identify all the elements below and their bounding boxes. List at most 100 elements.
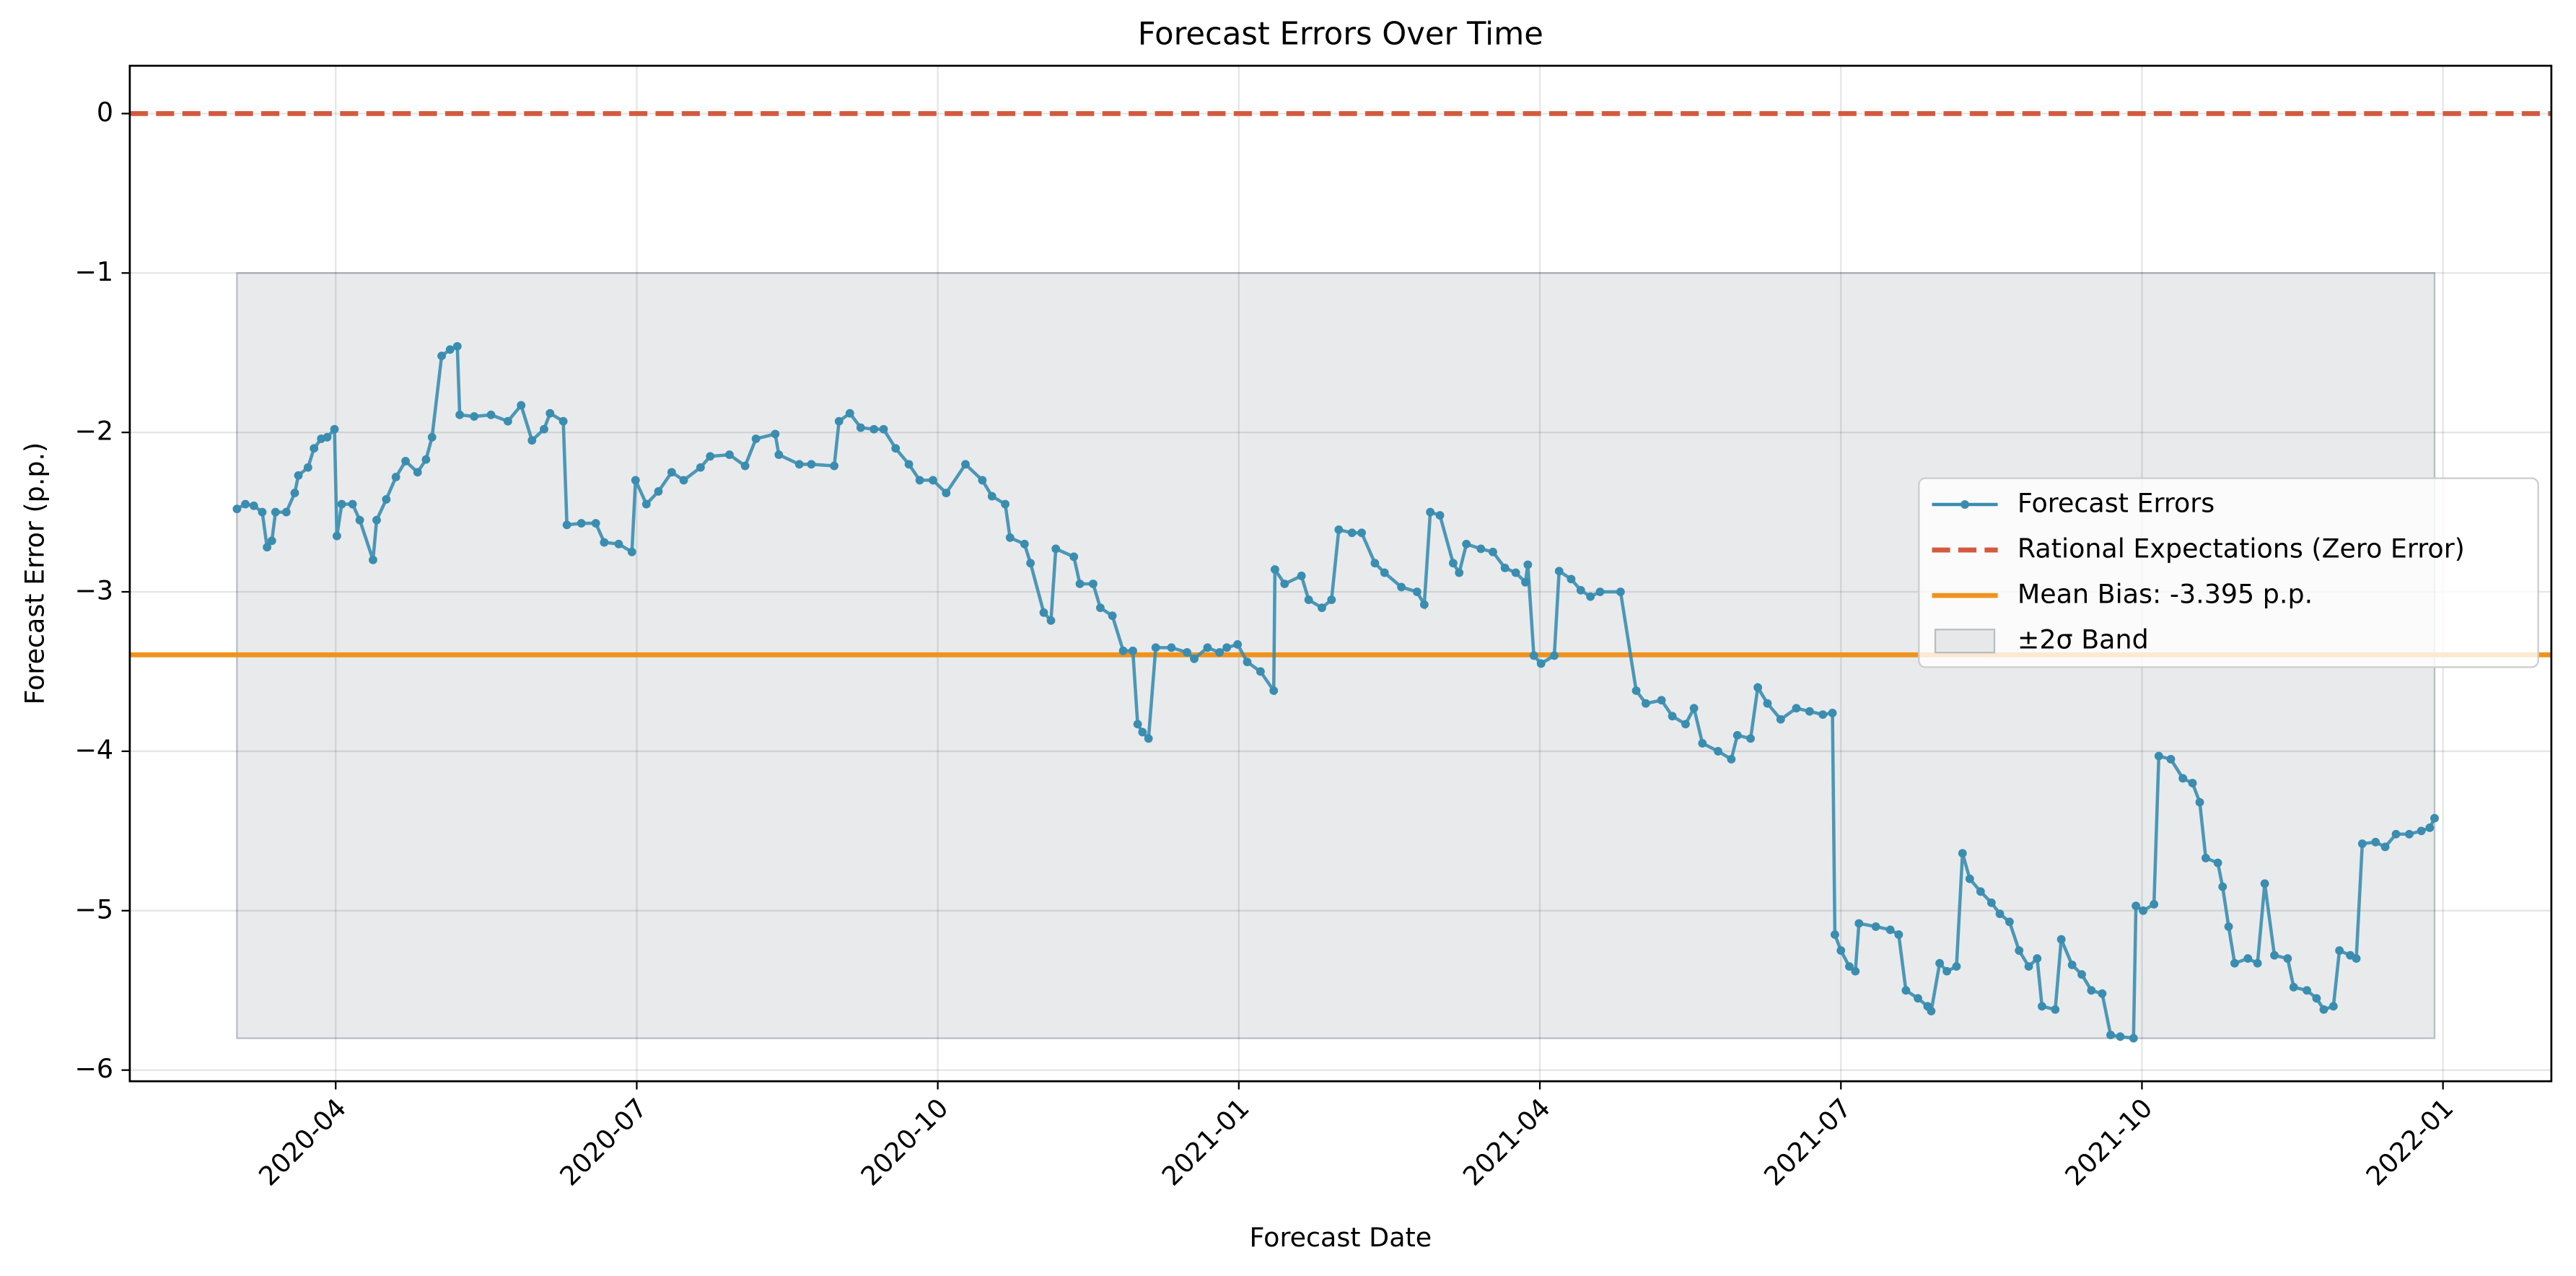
data-point [1885, 925, 1895, 935]
data-point [1668, 712, 1677, 721]
data-point [1550, 651, 1559, 660]
data-point [879, 424, 888, 434]
data-point [1894, 930, 1903, 939]
data-point [348, 499, 357, 509]
legend-label: Mean Bias: -3.395 p.p. [2018, 579, 2313, 610]
data-point [1952, 962, 1961, 971]
data-point [1830, 930, 1839, 939]
data-point [470, 412, 479, 421]
data-point [558, 416, 568, 426]
data-point [830, 461, 839, 471]
data-point [1005, 533, 1015, 542]
data-point [1529, 651, 1538, 660]
data-point [2352, 954, 2361, 963]
data-point [413, 468, 422, 477]
data-point [987, 491, 996, 501]
data-point [1776, 715, 1785, 724]
data-point [1828, 708, 1837, 717]
data-point [1942, 966, 1952, 976]
data-point [1914, 994, 1922, 1003]
data-point [294, 471, 303, 480]
data-point [2098, 989, 2107, 998]
data-point [369, 555, 377, 564]
data-point [1462, 539, 1471, 549]
data-point [427, 432, 437, 442]
data-point [1753, 683, 1763, 692]
data-point [706, 452, 715, 461]
data-point [1144, 734, 1153, 743]
data-point [2329, 1002, 2338, 1011]
data-point [904, 460, 914, 469]
data-point [263, 543, 272, 552]
data-point [1641, 699, 1650, 708]
data-point [1020, 539, 1029, 549]
data-point [2166, 755, 2176, 764]
data-point [503, 416, 512, 426]
data-point [1986, 898, 1996, 907]
data-point [2051, 1005, 2060, 1014]
data-point [1995, 909, 2005, 919]
y-tick-label: −1 [74, 256, 113, 287]
y-tick-label: −5 [74, 893, 113, 925]
data-point [2270, 951, 2279, 960]
data-point [2139, 906, 2148, 915]
data-point [771, 429, 780, 439]
data-point [1567, 574, 1576, 584]
data-point [2201, 854, 2210, 862]
legend-box [1918, 477, 2539, 668]
data-point [1976, 887, 1985, 896]
data-point [1069, 552, 1079, 561]
data-point [2015, 946, 2024, 955]
legend-label: ±2σ Band [2018, 624, 2149, 655]
data-point [1129, 646, 1137, 655]
data-point [627, 547, 636, 556]
data-point [915, 476, 924, 485]
data-point [1595, 587, 1605, 596]
data-point [2116, 1032, 2125, 1041]
data-point [2150, 900, 2159, 909]
data-point [1108, 611, 1117, 621]
data-point [1270, 565, 1279, 574]
data-point [2335, 946, 2344, 955]
data-point [1965, 874, 1974, 883]
data-point [942, 489, 951, 498]
data-point [869, 424, 879, 434]
data-point [1927, 1007, 1936, 1015]
data-point [1233, 640, 1243, 649]
data-point [421, 455, 431, 464]
data-point [2319, 1005, 2329, 1014]
data-point [1448, 559, 1458, 568]
data-point [1554, 567, 1564, 576]
data-point [2154, 751, 2163, 761]
y-axis-label: Forecast Error (p.p.) [19, 442, 51, 705]
y-tick-label: −4 [74, 734, 113, 765]
data-point [337, 499, 346, 509]
data-point [1222, 643, 1232, 652]
data-point [774, 450, 784, 459]
data-point [355, 515, 364, 525]
data-point [1689, 704, 1699, 713]
data-point [2106, 1031, 2115, 1040]
data-point [1138, 727, 1147, 737]
data-point [1347, 528, 1357, 538]
data-point [437, 351, 447, 361]
data-point [845, 408, 854, 418]
data-point [1327, 595, 1336, 605]
data-point [1681, 720, 1690, 729]
data-point [1489, 547, 1497, 556]
data-point [2357, 839, 2367, 848]
data-point [303, 463, 312, 472]
data-point [1380, 568, 1389, 577]
data-point [1051, 544, 1061, 554]
data-point [929, 476, 937, 485]
data-point [1412, 587, 1421, 596]
legend-label: Forecast Errors [2018, 488, 2214, 519]
legend-marker [1961, 500, 1969, 509]
data-point [1698, 738, 1707, 748]
data-point [1763, 699, 1772, 708]
y-tick-label: −6 [74, 1053, 113, 1084]
data-point [2129, 1034, 2138, 1043]
data-point [1304, 595, 1313, 605]
